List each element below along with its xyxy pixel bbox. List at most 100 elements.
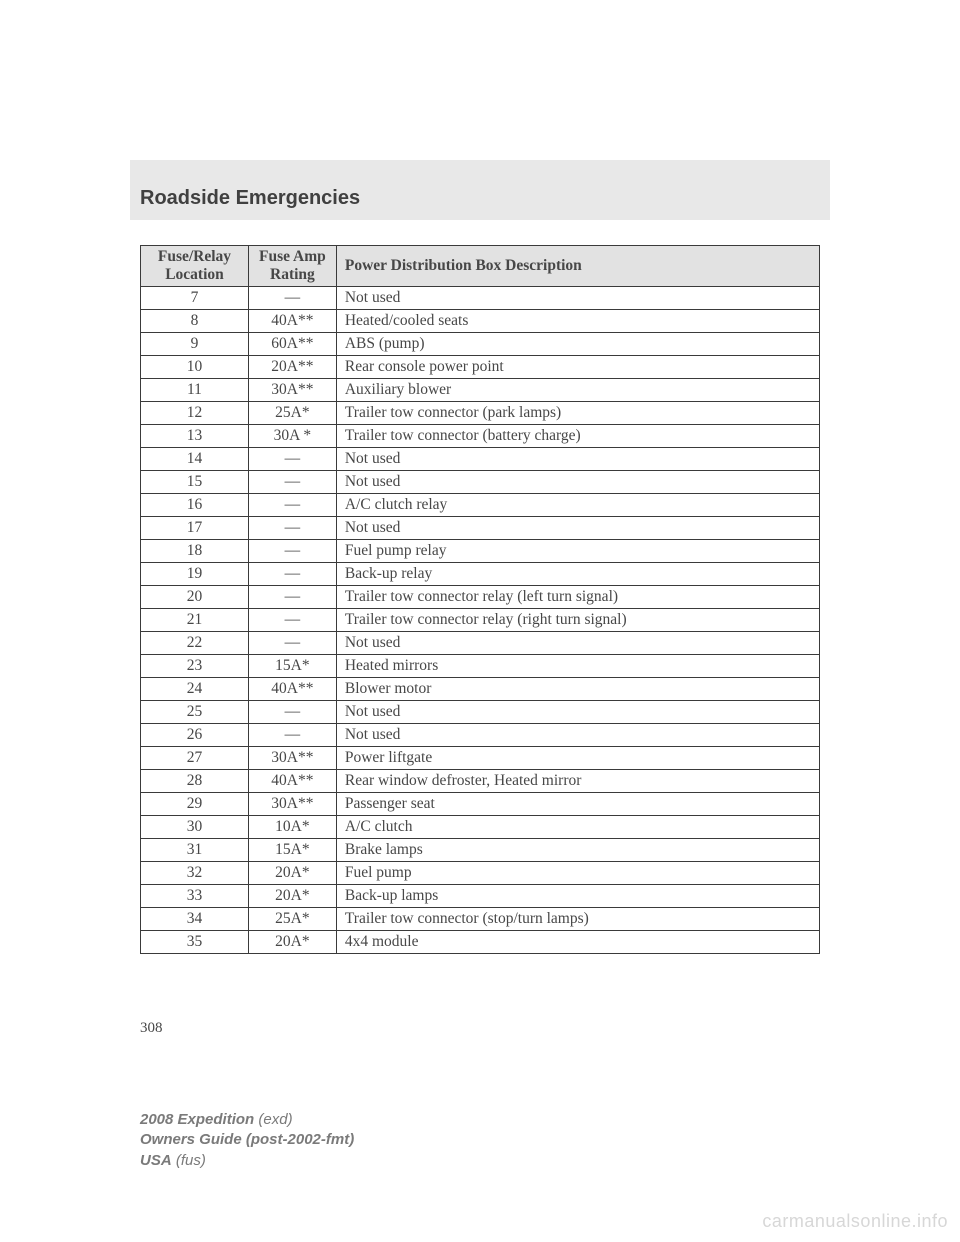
cell-location: 12 xyxy=(141,402,249,425)
footer-block: 2008 Expedition (exd) Owners Guide (post… xyxy=(140,1110,354,1171)
cell-location: 32 xyxy=(141,862,249,885)
table-row: 2315A*Heated mirrors xyxy=(141,655,820,678)
cell-description: Passenger seat xyxy=(336,793,819,816)
cell-location: 30 xyxy=(141,816,249,839)
table-row: 21—Trailer tow connector relay (right tu… xyxy=(141,609,820,632)
cell-amp: 40A** xyxy=(248,678,336,701)
cell-location: 7 xyxy=(141,287,249,310)
col-header-amp: Fuse Amp Rating xyxy=(248,246,336,287)
footer-line-2: Owners Guide (post-2002-fmt) xyxy=(140,1130,354,1150)
cell-amp: — xyxy=(248,448,336,471)
cell-amp: 20A* xyxy=(248,862,336,885)
table-row: 26—Not used xyxy=(141,724,820,747)
cell-location: 18 xyxy=(141,540,249,563)
cell-amp: 15A* xyxy=(248,839,336,862)
table-header-row: Fuse/Relay Location Fuse Amp Rating Powe… xyxy=(141,246,820,287)
cell-description: Blower motor xyxy=(336,678,819,701)
cell-location: 26 xyxy=(141,724,249,747)
table-row: 3520A*4x4 module xyxy=(141,931,820,954)
table-row: 17—Not used xyxy=(141,517,820,540)
table-row: 840A**Heated/cooled seats xyxy=(141,310,820,333)
cell-location: 17 xyxy=(141,517,249,540)
table-row: 3010A*A/C clutch xyxy=(141,816,820,839)
cell-description: Not used xyxy=(336,724,819,747)
cell-location: 15 xyxy=(141,471,249,494)
cell-description: Brake lamps xyxy=(336,839,819,862)
cell-description: Not used xyxy=(336,471,819,494)
cell-description: Trailer tow connector (park lamps) xyxy=(336,402,819,425)
cell-amp: 20A* xyxy=(248,885,336,908)
table-row: 2840A**Rear window defroster, Heated mir… xyxy=(141,770,820,793)
cell-description: Not used xyxy=(336,701,819,724)
cell-amp: — xyxy=(248,701,336,724)
table-row: 14—Not used xyxy=(141,448,820,471)
cell-description: Rear console power point xyxy=(336,356,819,379)
fuse-table: Fuse/Relay Location Fuse Amp Rating Powe… xyxy=(140,245,820,954)
cell-description: Trailer tow connector (stop/turn lamps) xyxy=(336,908,819,931)
page-number: 308 xyxy=(140,1020,163,1037)
footer-guide: Owners Guide (post-2002-fmt) xyxy=(140,1131,354,1148)
cell-amp: — xyxy=(248,471,336,494)
cell-location: 31 xyxy=(141,839,249,862)
cell-amp: 60A** xyxy=(248,333,336,356)
cell-description: Fuel pump xyxy=(336,862,819,885)
cell-description: Back-up lamps xyxy=(336,885,819,908)
cell-amp: — xyxy=(248,563,336,586)
cell-amp: — xyxy=(248,287,336,310)
cell-location: 14 xyxy=(141,448,249,471)
table-row: 1330A *Trailer tow connector (battery ch… xyxy=(141,425,820,448)
table-row: 22—Not used xyxy=(141,632,820,655)
cell-description: Trailer tow connector (battery charge) xyxy=(336,425,819,448)
cell-location: 13 xyxy=(141,425,249,448)
cell-amp: 10A* xyxy=(248,816,336,839)
table-row: 25—Not used xyxy=(141,701,820,724)
cell-amp: — xyxy=(248,517,336,540)
cell-location: 24 xyxy=(141,678,249,701)
footer-region-code: (fus) xyxy=(172,1152,206,1169)
cell-description: Rear window defroster, Heated mirror xyxy=(336,770,819,793)
cell-amp: 25A* xyxy=(248,908,336,931)
table-row: 3220A*Fuel pump xyxy=(141,862,820,885)
table-row: 19—Back-up relay xyxy=(141,563,820,586)
cell-amp: 15A* xyxy=(248,655,336,678)
cell-location: 21 xyxy=(141,609,249,632)
table-row: 18—Fuel pump relay xyxy=(141,540,820,563)
cell-amp: 20A** xyxy=(248,356,336,379)
cell-location: 19 xyxy=(141,563,249,586)
cell-location: 10 xyxy=(141,356,249,379)
cell-description: Trailer tow connector relay (left turn s… xyxy=(336,586,819,609)
cell-amp: 30A * xyxy=(248,425,336,448)
cell-description: 4x4 module xyxy=(336,931,819,954)
cell-location: 28 xyxy=(141,770,249,793)
footer-region: USA xyxy=(140,1152,172,1169)
fuse-table-container: Fuse/Relay Location Fuse Amp Rating Powe… xyxy=(140,245,820,954)
table-row: 1225A*Trailer tow connector (park lamps) xyxy=(141,402,820,425)
cell-amp: 40A** xyxy=(248,310,336,333)
table-row: 2730A**Power liftgate xyxy=(141,747,820,770)
cell-location: 29 xyxy=(141,793,249,816)
cell-amp: — xyxy=(248,494,336,517)
cell-location: 20 xyxy=(141,586,249,609)
cell-amp: — xyxy=(248,586,336,609)
cell-amp: 30A** xyxy=(248,747,336,770)
cell-amp: 25A* xyxy=(248,402,336,425)
cell-location: 27 xyxy=(141,747,249,770)
table-row: 20—Trailer tow connector relay (left tur… xyxy=(141,586,820,609)
footer-line-1: 2008 Expedition (exd) xyxy=(140,1110,354,1130)
cell-amp: 40A** xyxy=(248,770,336,793)
col-header-location: Fuse/Relay Location xyxy=(141,246,249,287)
table-row: 3320A*Back-up lamps xyxy=(141,885,820,908)
cell-location: 35 xyxy=(141,931,249,954)
cell-location: 11 xyxy=(141,379,249,402)
cell-description: Heated mirrors xyxy=(336,655,819,678)
table-row: 2440A**Blower motor xyxy=(141,678,820,701)
cell-description: Fuel pump relay xyxy=(336,540,819,563)
cell-description: ABS (pump) xyxy=(336,333,819,356)
cell-description: A/C clutch xyxy=(336,816,819,839)
cell-description: Not used xyxy=(336,517,819,540)
cell-amp: — xyxy=(248,540,336,563)
cell-location: 25 xyxy=(141,701,249,724)
table-row: 16—A/C clutch relay xyxy=(141,494,820,517)
cell-location: 22 xyxy=(141,632,249,655)
cell-description: Not used xyxy=(336,632,819,655)
